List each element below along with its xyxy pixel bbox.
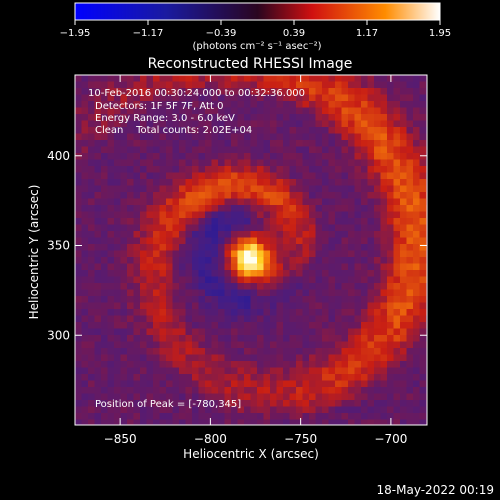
y-axis-label: Heliocentric Y (arcsec) — [27, 185, 41, 320]
x-tick-label: −850 — [104, 432, 137, 446]
y-tick-label: 300 — [47, 328, 70, 342]
heatmap-image — [75, 75, 427, 425]
plot-frame — [74, 74, 428, 426]
plot-timestamp: 18-May-2022 00:19 — [377, 483, 494, 497]
annotation-clean-counts: Clean Total counts: 2.02E+04 — [95, 125, 252, 136]
x-tick-label: −700 — [374, 432, 407, 446]
annotation-peak-position: Position of Peak = [-780,345] — [95, 399, 241, 410]
annotation-time-range: 10-Feb-2016 00:30:24.000 to 00:32:36.000 — [88, 88, 305, 99]
x-axis: −850 −800 −750 −700 — [104, 75, 407, 446]
x-tick-label: −750 — [284, 432, 317, 446]
colorbar-tick-label: −1.95 — [60, 28, 91, 39]
colorbar-tick-label: −0.39 — [206, 28, 237, 39]
y-axis: 300 350 400 — [47, 149, 427, 342]
x-axis-label: Heliocentric X (arcsec) — [183, 447, 319, 461]
colorbar-tick-label: 0.39 — [283, 28, 305, 39]
annotation-detectors: Detectors: 1F 5F 7F, Att 0 — [95, 101, 223, 112]
colorbar — [74, 2, 441, 21]
colorbar-tick-label: 1.95 — [429, 28, 451, 39]
y-tick-label: 400 — [47, 149, 70, 163]
y-tick-label: 350 — [47, 239, 70, 253]
colorbar-tick-label: 1.17 — [356, 28, 378, 39]
colorbar-unit-label: (photons cm⁻² s⁻¹ asec⁻²) — [192, 41, 321, 52]
annotation-energy-range: Energy Range: 3.0 - 6.0 keV — [95, 113, 235, 124]
chart-title: Reconstructed RHESSI Image — [148, 56, 353, 72]
x-tick-label: −800 — [194, 432, 227, 446]
colorbar-axis: −1.95 −1.17 −0.39 0.39 1.17 1.95 — [60, 20, 451, 39]
colorbar-tick-label: −1.17 — [133, 28, 164, 39]
